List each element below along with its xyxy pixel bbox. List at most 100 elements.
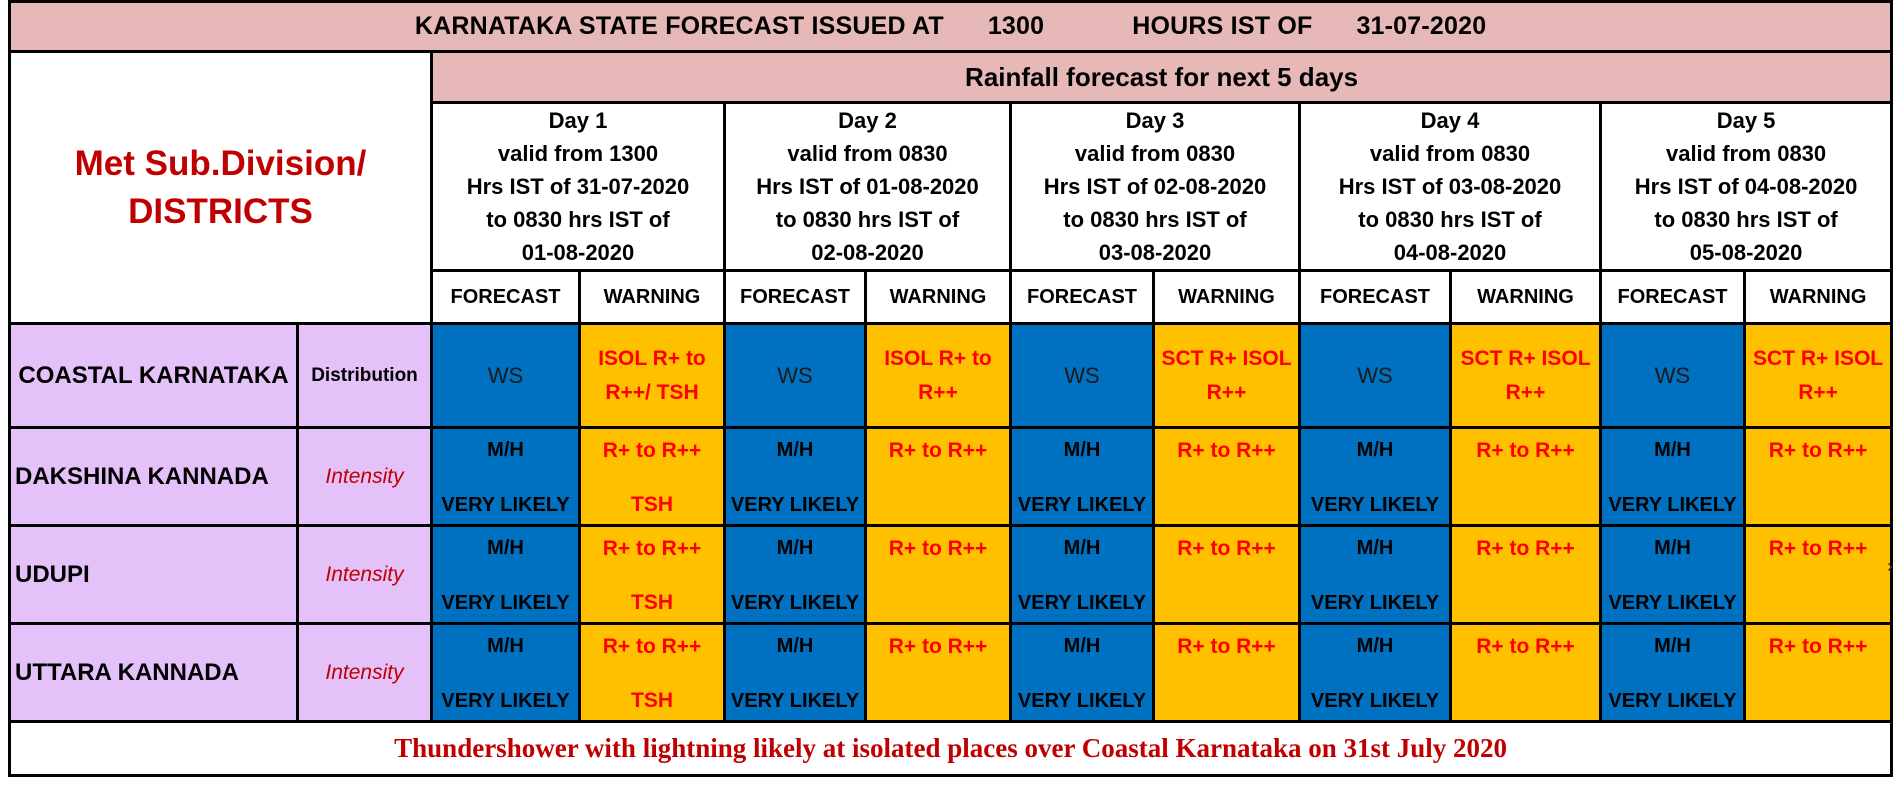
met-subdivision-label: Met Sub.Division/ DISTRICTS <box>74 144 367 231</box>
forecast-probability: VERY LIKELY <box>1017 493 1147 516</box>
warning-cell: ISOL R+ to R++ <box>864 322 1012 429</box>
day-5-forecast-header: FORECAST <box>1599 269 1746 325</box>
day-1-warning-header: WARNING <box>578 269 726 325</box>
forecast-intensity: M/H <box>1356 536 1394 559</box>
forecast-intensity: M/H <box>1356 634 1394 657</box>
district-name: DAKSHINA KANNADA <box>8 426 299 527</box>
warning-cell: R+ to R++ <box>1449 426 1602 527</box>
forecast-probability: VERY LIKELY <box>441 689 570 712</box>
forecast-table: KARNATAKA STATE FORECAST ISSUED AT 1300 HO… <box>7 0 1894 777</box>
warning-text: SCT R+ ISOL R++ <box>1753 346 1884 404</box>
warning-cell: R+ to R++ TSH <box>578 426 726 527</box>
warning-text: SCT R+ ISOL R++ <box>1161 346 1292 404</box>
forecast-probability: VERY LIKELY <box>1310 591 1440 614</box>
forecast-cell: M/H VERY LIKELY <box>1298 524 1452 625</box>
district-name: UTTARA KANNADA <box>8 622 299 723</box>
forecast-probability: VERY LIKELY <box>1608 689 1737 712</box>
forecast-probability: VERY LIKELY <box>730 591 860 614</box>
forecast-title: KARNATAKA STATE FORECAST ISSUED AT 1300 HO… <box>7 0 1894 53</box>
region-name: COASTAL KARNATAKA <box>8 322 299 429</box>
warning-text: SCT R+ ISOL R++ <box>1460 346 1591 404</box>
forecast-probability: VERY LIKELY <box>441 591 570 614</box>
warning-text: ISOL R+ to R++/ TSH <box>598 346 706 404</box>
day-1-header: Day 1 valid from 1300 Hrs IST of 31-07-2… <box>430 101 726 272</box>
warning-cell: R+ to R++ <box>1152 524 1301 625</box>
warning-cell: R+ to R++ <box>1152 426 1301 527</box>
warning-text: R+ to R++ <box>602 536 702 560</box>
forecast-cell: M/H VERY LIKELY <box>1599 426 1746 527</box>
coastal-karnataka-row: COASTAL KARNATAKA Distribution WS ISOL R… <box>8 322 1894 429</box>
warning-cell: ISOL R+ to R++/ TSH <box>578 322 726 429</box>
day-1-forecast-header: FORECAST <box>430 269 581 325</box>
forecast-cell: M/H VERY LIKELY <box>1009 524 1155 625</box>
parameter-type: Intensity <box>296 622 433 723</box>
day-4-forecast-header: FORECAST <box>1298 269 1452 325</box>
warning-text: R+ to R++ <box>602 634 702 658</box>
forecast-cell: WS <box>723 322 867 429</box>
day-5-warning-header: WARNING <box>1742 269 1894 325</box>
forecast-cell: M/H VERY LIKELY <box>1298 426 1452 527</box>
forecast-cell: M/H VERY LIKELY <box>723 622 867 723</box>
warning-cell: SCT R+ ISOL R++ <box>1742 322 1894 429</box>
forecast-cell: M/H VERY LIKELY <box>1009 426 1155 527</box>
forecast-cell: WS <box>430 322 581 429</box>
district-row-dakshina-kannada: DAKSHINA KANNADA Intensity M/H VERY LIKEL… <box>8 426 1894 527</box>
warning-text: R+ to R++ <box>1768 536 1868 560</box>
warning-text: R+ to R++ <box>1476 634 1575 658</box>
district-row-uttara-kannada: UTTARA KANNADA Intensity M/H VERY LIKELY … <box>8 622 1894 723</box>
district-name: UDUPI <box>8 524 299 625</box>
day-4-header: Day 4 valid from 0830 Hrs IST of 03-08-2… <box>1298 101 1602 272</box>
warning-cell: R+ to R++ <box>864 622 1012 723</box>
day-4-warning-header: WARNING <box>1449 269 1602 325</box>
forecast-intensity: M/H <box>776 438 814 461</box>
title-part2: HOURS IST OF <box>1132 12 1313 40</box>
warning-cell: R+ to R++ <box>1742 524 1894 625</box>
rainfall-forecast-header: Rainfall forecast for next 5 days <box>429 50 1894 104</box>
day-3-forecast-header: FORECAST <box>1009 269 1155 325</box>
forecast-cell: M/H VERY LIKELY <box>1009 622 1155 723</box>
warning-cell: R+ to R++ <box>1152 622 1301 723</box>
forecast-intensity: M/H <box>1063 438 1101 461</box>
parameter-type: Intensity <box>296 524 433 625</box>
warning-cell: SCT R+ ISOL R++ <box>1152 322 1301 429</box>
warning-text: R+ to R++ <box>888 438 988 462</box>
forecast-probability: VERY LIKELY <box>441 493 570 516</box>
forecast-cell: WS <box>1009 322 1155 429</box>
warning-cell: SCT R+ ISOL R++ <box>1449 322 1602 429</box>
warning-cell: R+ to R++ TSH <box>578 524 726 625</box>
forecast-cell: M/H VERY LIKELY <box>430 622 581 723</box>
title-date: 31-07-2020 <box>1356 12 1487 40</box>
warning-cell: R+ to R++ TSH <box>578 622 726 723</box>
forecast-cell: WS <box>1599 322 1746 429</box>
warning-text: R+ to R++ <box>888 536 988 560</box>
day-2-warning-header: WARNING <box>864 269 1012 325</box>
forecast-probability: VERY LIKELY <box>1017 689 1147 712</box>
forecast-intensity: M/H <box>776 536 814 559</box>
warning-cell: R+ to R++ <box>864 426 1012 527</box>
warning-cell: R+ to R++ <box>1449 622 1602 723</box>
forecast-intensity: M/H <box>487 438 524 461</box>
title-part1: KARNATAKA STATE FORECAST ISSUED AT <box>414 12 944 40</box>
forecast-probability: VERY LIKELY <box>730 689 860 712</box>
day-5-header: Day 5 valid from 0830 Hrs IST of 04-08-2… <box>1598 101 1894 272</box>
warning-text: R+ to R++ <box>888 634 988 658</box>
forecast-probability: VERY LIKELY <box>730 493 860 516</box>
day-2-forecast-header: FORECAST <box>723 269 867 325</box>
met-subdivision-header: Met Sub.Division/ DISTRICTS <box>8 50 433 325</box>
forecast-cell: M/H VERY LIKELY <box>723 426 867 527</box>
warning-text: R+ to R++ <box>1476 536 1575 560</box>
forecast-intensity: M/H <box>1063 536 1101 559</box>
day-2-header: Day 2 valid from 0830 Hrs IST of 01-08-2… <box>723 101 1012 272</box>
forecast-cell: WS <box>1298 322 1452 429</box>
forecast-probability: VERY LIKELY <box>1017 591 1147 614</box>
warning-cell: R+ to R++ <box>1449 524 1602 625</box>
forecast-cell: M/H VERY LIKELY <box>1599 622 1746 723</box>
warning-text: R+ to R++ <box>1177 438 1276 462</box>
forecast-intensity: M/H <box>1654 438 1691 461</box>
forecast-intensity: M/H <box>1654 536 1691 559</box>
parameter-type: Distribution <box>296 322 433 429</box>
forecast-cell: M/H VERY LIKELY <box>430 524 581 625</box>
warning-text: ISOL R+ to R++ <box>884 346 992 404</box>
forecast-probability: VERY LIKELY <box>1608 493 1737 516</box>
